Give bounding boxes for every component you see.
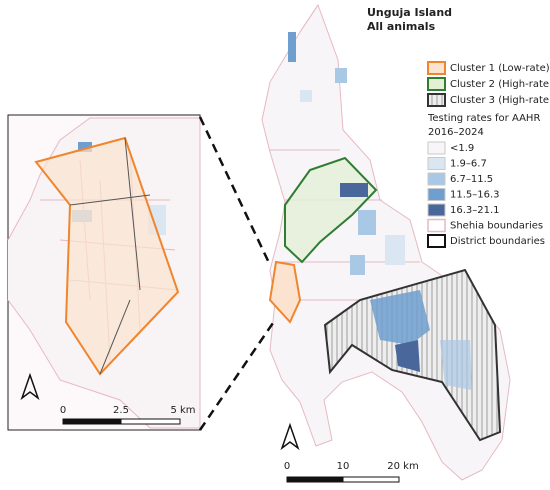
legend-heading: Testing rates for AAHR bbox=[427, 113, 540, 124]
scale-bar bbox=[120, 418, 181, 425]
north-arrow bbox=[280, 422, 300, 451]
district-lines bbox=[69, 137, 151, 375]
legend-heading: 2016–2024 bbox=[428, 127, 484, 138]
legend-label: Cluster 1 (Low-rate) bbox=[450, 63, 550, 74]
shehia bbox=[350, 255, 365, 275]
legend-swatch bbox=[427, 93, 446, 107]
scale-label: 10 bbox=[337, 461, 350, 472]
scale-label: 0 bbox=[60, 405, 66, 416]
scale-label: 2.5 bbox=[113, 405, 129, 416]
cluster-1 bbox=[268, 260, 302, 324]
legend-swatch bbox=[427, 77, 446, 91]
scale-bar bbox=[342, 476, 400, 483]
legend-label: 11.5–16.3 bbox=[450, 190, 500, 201]
inset-scale: 0 2.5 5 km bbox=[60, 405, 196, 425]
legend-label: District boundaries bbox=[450, 236, 545, 247]
shehia bbox=[440, 340, 472, 390]
legend-label: Shehia boundaries bbox=[450, 221, 543, 232]
legend-swatch bbox=[427, 172, 446, 186]
legend-swatch bbox=[427, 218, 446, 233]
north-arrow bbox=[20, 372, 40, 401]
legend-label: Cluster 2 (High-rate) bbox=[450, 79, 550, 90]
shehia bbox=[335, 68, 347, 83]
zoom-lines bbox=[198, 116, 277, 431]
legend: Cluster 1 (Low-rate) Cluster 2 (High-rate… bbox=[427, 61, 550, 248]
legend-label: 6.7–11.5 bbox=[450, 174, 493, 185]
island-map bbox=[261, 3, 511, 481]
legend-label: 16.3–21.1 bbox=[450, 205, 500, 216]
scale-bar bbox=[62, 418, 122, 425]
main-scale: 0 10 20 km bbox=[284, 461, 419, 483]
shehia bbox=[340, 183, 368, 197]
scale-label: 20 km bbox=[387, 461, 418, 472]
legend-swatch bbox=[427, 61, 446, 75]
inset-map bbox=[7, 114, 201, 431]
scale-label: 0 bbox=[284, 461, 290, 472]
legend-label: <1.9 bbox=[450, 143, 474, 154]
shehia bbox=[385, 235, 405, 265]
legend-label: Cluster 3 (High-rate) bbox=[450, 95, 550, 106]
legend-label: 1.9–6.7 bbox=[450, 159, 487, 170]
legend-swatch bbox=[427, 203, 446, 217]
map-subtitle: All animals bbox=[367, 20, 436, 33]
shehia bbox=[395, 340, 420, 372]
shehia bbox=[300, 90, 312, 102]
legend-swatch bbox=[427, 188, 446, 201]
legend-swatch bbox=[427, 157, 446, 170]
shehia bbox=[358, 210, 376, 235]
scale-label: 5 km bbox=[170, 405, 195, 416]
legend-swatch bbox=[427, 141, 446, 155]
shehia bbox=[288, 32, 296, 62]
shehia bbox=[78, 142, 92, 152]
scale-bar bbox=[286, 476, 344, 483]
map-title: Unguja Island bbox=[367, 6, 452, 19]
shehia bbox=[370, 290, 430, 345]
legend-swatch bbox=[427, 234, 446, 248]
